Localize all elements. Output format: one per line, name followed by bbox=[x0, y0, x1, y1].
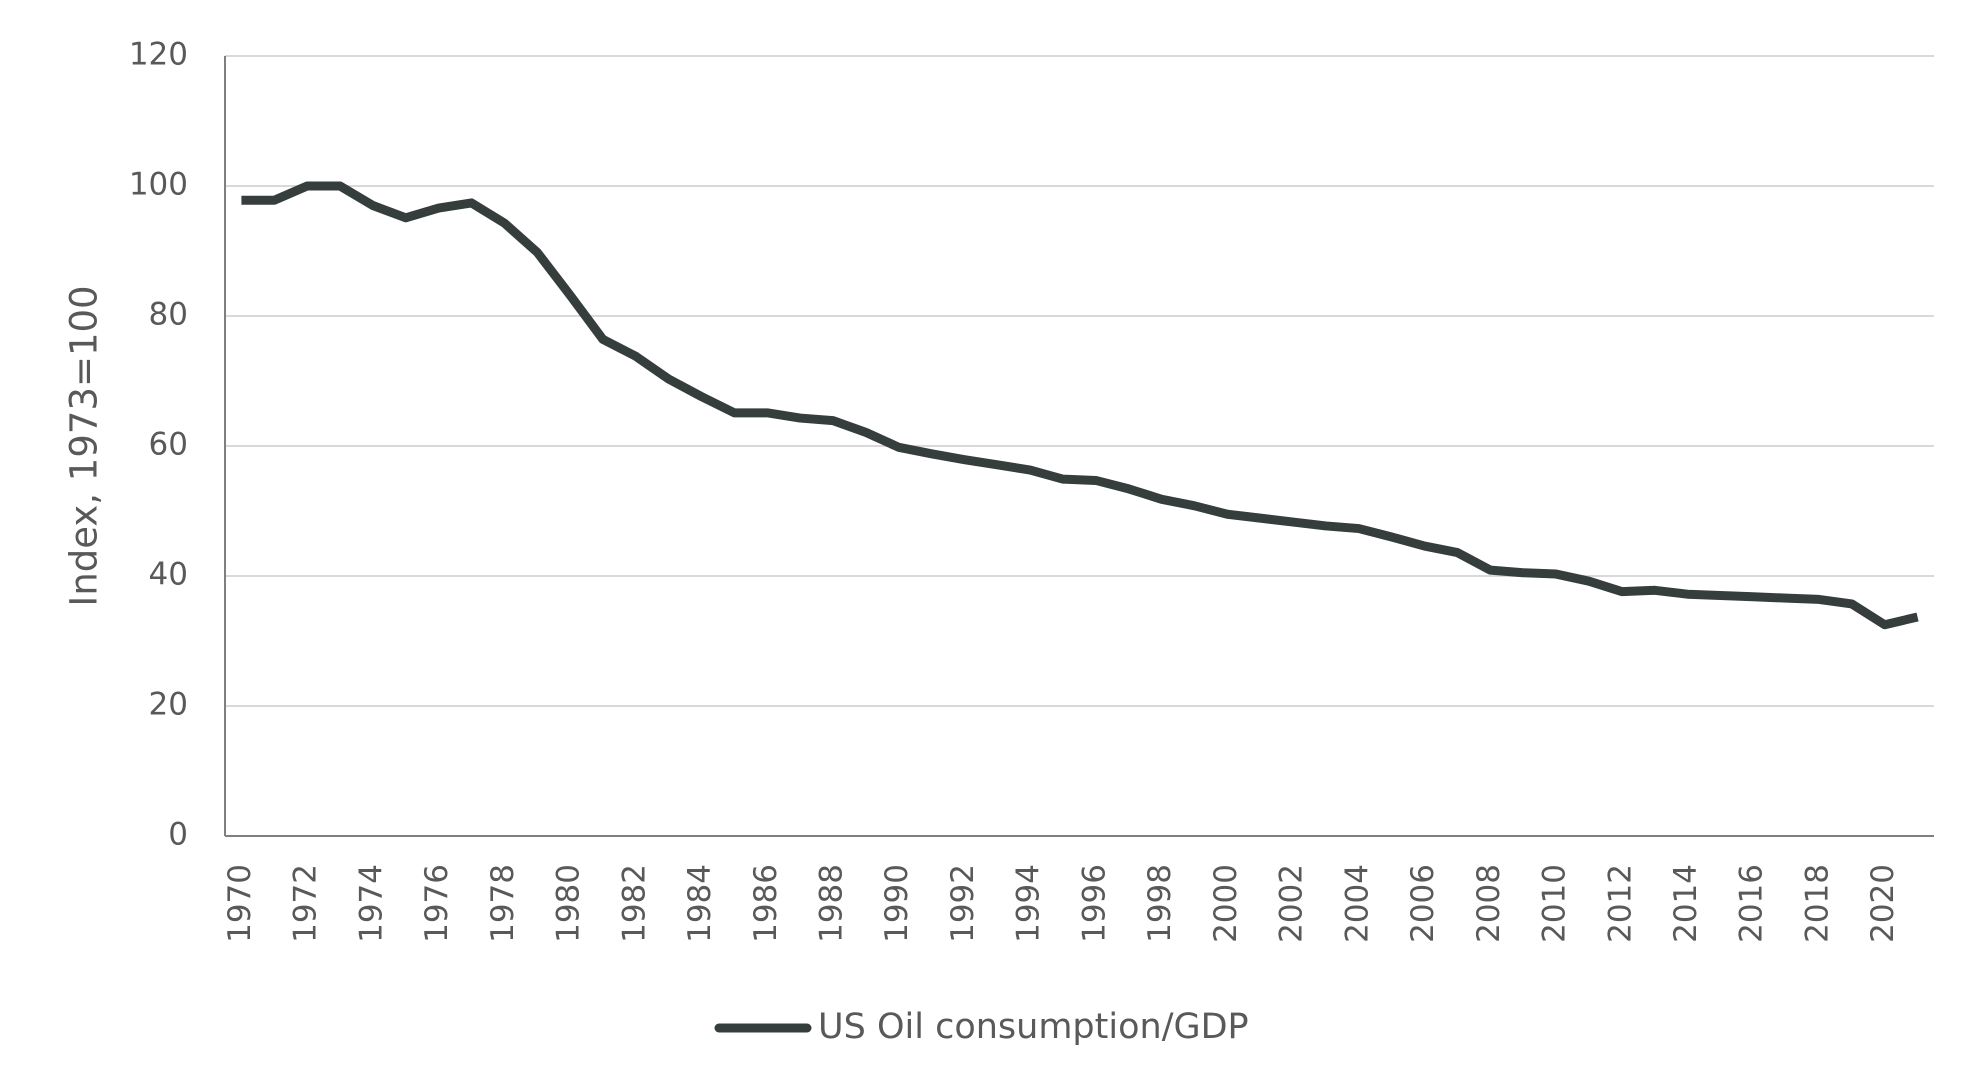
x-tick-label: 1982 bbox=[616, 864, 652, 943]
x-tick-label: 1994 bbox=[1011, 864, 1047, 943]
x-tick-label: 2012 bbox=[1602, 864, 1638, 943]
x-tick-label: 1978 bbox=[485, 864, 521, 943]
x-tick-label: 1984 bbox=[682, 864, 718, 943]
y-tick-label: 100 bbox=[129, 167, 188, 203]
x-tick-label: 1980 bbox=[551, 864, 587, 943]
x-tick-label: 2008 bbox=[1471, 864, 1507, 943]
x-tick-label: 2006 bbox=[1405, 864, 1441, 943]
x-tick-label: 1972 bbox=[288, 864, 324, 943]
y-tick-label: 0 bbox=[168, 817, 188, 853]
x-tick-label: 2020 bbox=[1865, 864, 1901, 943]
x-tick-label: 1976 bbox=[419, 864, 455, 943]
x-tick-label: 2016 bbox=[1734, 864, 1770, 943]
line bbox=[241, 181, 1919, 630]
x-tick-label: 2000 bbox=[1208, 864, 1244, 943]
y-tick-label: 80 bbox=[149, 297, 188, 333]
x-tick-label: 1970 bbox=[222, 864, 258, 943]
x-tick-label: 2014 bbox=[1668, 864, 1704, 943]
x-tick-label: 1992 bbox=[945, 864, 981, 943]
legend-label: US Oil consumption/GDP bbox=[818, 1007, 1249, 1047]
x-tick-label: 1996 bbox=[1076, 864, 1112, 943]
x-tick-label: 2010 bbox=[1537, 864, 1573, 943]
x-tick-label: 1998 bbox=[1142, 864, 1178, 943]
y-tick-label: 120 bbox=[129, 37, 188, 73]
y-tick-label: 40 bbox=[149, 557, 188, 593]
x-tick-label: 2018 bbox=[1799, 864, 1835, 943]
x-tick-label: 2004 bbox=[1339, 864, 1375, 943]
x-tick-label: 1988 bbox=[814, 864, 850, 943]
y-tick-label: 60 bbox=[149, 427, 188, 463]
x-tick-label: 1974 bbox=[353, 864, 389, 943]
x-tick-label: 2002 bbox=[1274, 864, 1310, 943]
x-tick-label: 1986 bbox=[748, 864, 784, 943]
y-axis-title: Index, 1973=100 bbox=[63, 285, 106, 606]
x-tick-label: 1990 bbox=[879, 864, 915, 943]
y-tick-label: 20 bbox=[149, 687, 188, 723]
